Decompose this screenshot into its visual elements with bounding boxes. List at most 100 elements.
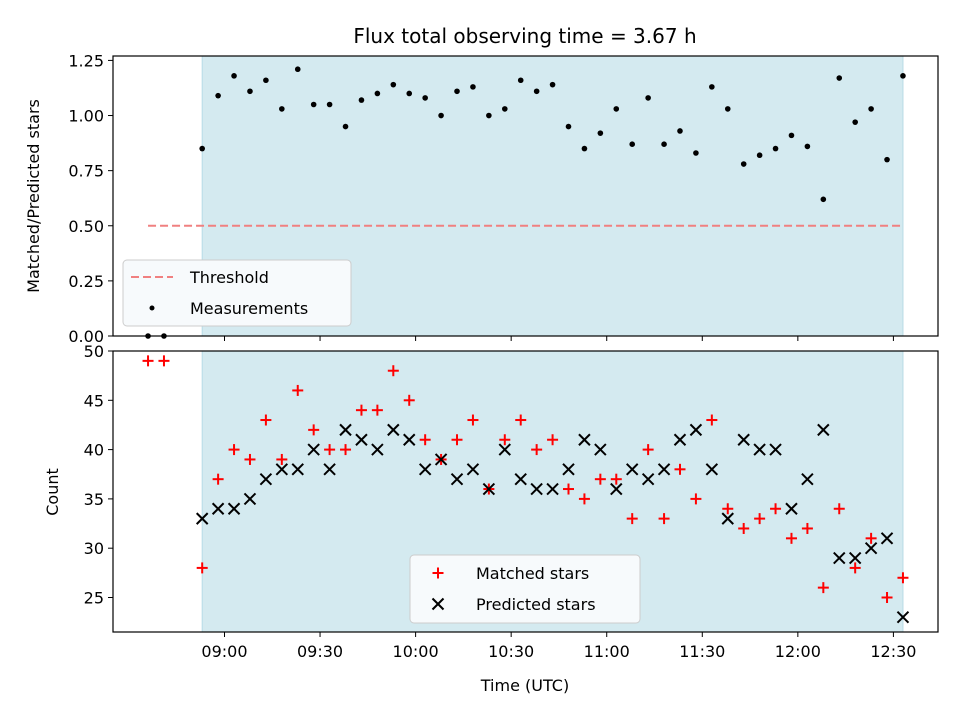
matched-star-point: [244, 453, 256, 465]
predicted-star-point: [275, 463, 289, 476]
predicted-star-point-b: [530, 482, 543, 496]
matched-star-point: [658, 513, 670, 525]
matched-star-point: [897, 572, 909, 584]
measurement-point: [501, 106, 508, 112]
predicted-star-point: [546, 482, 559, 496]
matched-star-point: [515, 414, 527, 426]
predicted-star-point: [801, 472, 814, 486]
predicted-star-point: [323, 463, 336, 476]
predicted-star-point-b: [450, 472, 464, 486]
measurement-point: [326, 101, 333, 108]
matched-star-point: [642, 444, 654, 456]
measurement-point: [231, 73, 237, 79]
matched-star-point: [754, 513, 766, 525]
predicted-star-point-b: [673, 433, 687, 446]
predicted-star-point-b: [801, 472, 814, 486]
measurement-point: [724, 106, 731, 112]
predicted-star-point-b: [594, 443, 607, 456]
predicted-star-point-b: [291, 463, 304, 476]
matched-star-point: [499, 434, 511, 446]
matched-star-point: [785, 532, 797, 544]
predicted-star-point: [514, 472, 527, 486]
measurement-point: [613, 106, 620, 112]
predicted-star-point-b: [562, 463, 575, 476]
matched-star-point: [276, 453, 288, 465]
legend-matched-swatch: [432, 567, 444, 579]
legend-matched-label: Matched stars: [476, 564, 589, 583]
legend-x-marker-b: [431, 597, 445, 611]
predicted-star-point-b: [721, 512, 734, 525]
predicted-star-point-b: [610, 482, 623, 496]
measurement-point: [342, 123, 349, 130]
top-legend-box: [122, 259, 352, 327]
bottom-x-tick-label: 11:00: [584, 642, 630, 661]
measurement-point: [263, 77, 269, 84]
matched-star-point: [865, 532, 877, 544]
count-points: [142, 355, 910, 624]
bottom-x-tick-label: 10:30: [488, 642, 534, 661]
bottom-y-axis-label: Count: [43, 468, 62, 516]
predicted-star-point-b: [323, 463, 336, 476]
predicted-star-point: [769, 443, 782, 456]
matched-star-point: [340, 444, 352, 456]
predicted-star-point: [355, 433, 368, 446]
predicted-star-point-b: [371, 443, 384, 456]
predicted-star-point-b: [689, 423, 703, 437]
predicted-star-point-b: [785, 502, 798, 515]
legend-plus-marker: [432, 567, 444, 579]
matched-star-point: [355, 404, 367, 416]
predicted-star-point: [243, 492, 257, 506]
bottom-x-tick-label: 12:00: [775, 642, 821, 661]
matched-star-point: [308, 424, 320, 436]
bottom-y-tick-label: 50: [84, 342, 104, 361]
matched-star-point: [403, 394, 415, 406]
measurement-point: [709, 84, 715, 90]
predicted-star-point: [785, 502, 798, 515]
measurement-point: [836, 75, 843, 81]
x-axis-label: Time (UTC): [480, 676, 569, 695]
predicted-star-point: [833, 551, 846, 565]
chart-title: Flux total observing time = 3.67 h: [353, 24, 696, 48]
predicted-star-point: [307, 443, 320, 456]
matched-star-point: [260, 414, 272, 426]
top-axes-frame: [112, 55, 939, 337]
predicted-star-point: [721, 512, 734, 525]
predicted-star-point-b: [275, 463, 289, 476]
top-y-tick-label: 1.00: [68, 107, 104, 126]
legend-measurements-swatch: [149, 305, 155, 311]
matched-star-point: [467, 414, 479, 426]
top-x-ticks: [223, 336, 894, 341]
predicted-star-point-b: [578, 433, 591, 446]
predicted-star-point-b: [387, 423, 400, 437]
predicted-star-point-b: [418, 463, 432, 476]
predicted-star-point-b: [482, 482, 496, 496]
measurement-points: [145, 66, 906, 339]
matched-star-point: [292, 384, 304, 396]
legend-x-marker: [431, 597, 445, 611]
top-legend: Threshold Measurements: [122, 259, 352, 327]
top-y-axis-label: Matched/Predicted stars: [24, 99, 43, 293]
measurement-point: [900, 73, 906, 79]
bottom-x-tick-label: 09:00: [201, 642, 247, 661]
matched-star-point: [833, 503, 845, 515]
predicted-star-point: [562, 463, 575, 476]
matched-star-point: [738, 522, 750, 534]
predicted-star-point: [848, 551, 862, 565]
predicted-star-point-b: [626, 463, 639, 476]
measurement-point: [693, 150, 699, 156]
predicted-star-point: [657, 463, 671, 476]
measurement-point: [804, 143, 811, 150]
bottom-x-tick-label: 11:30: [679, 642, 725, 661]
bottom-y-tick-label: 25: [84, 588, 104, 607]
measurement-point: [406, 90, 413, 97]
predicted-star-point-b: [227, 502, 241, 515]
matched-star-point: [563, 483, 575, 495]
predicted-star-point-b: [880, 532, 894, 545]
measurement-point: [390, 81, 397, 88]
legend-measurements-label: Measurements: [190, 299, 308, 318]
predicted-star-point-b: [307, 443, 320, 456]
predicted-star-point-b: [705, 463, 719, 476]
top-panel: 0.00 0.25 0.50 0.75 1.00 1.25 Matched/Predict…: [24, 51, 939, 346]
measurement-point: [470, 84, 476, 90]
